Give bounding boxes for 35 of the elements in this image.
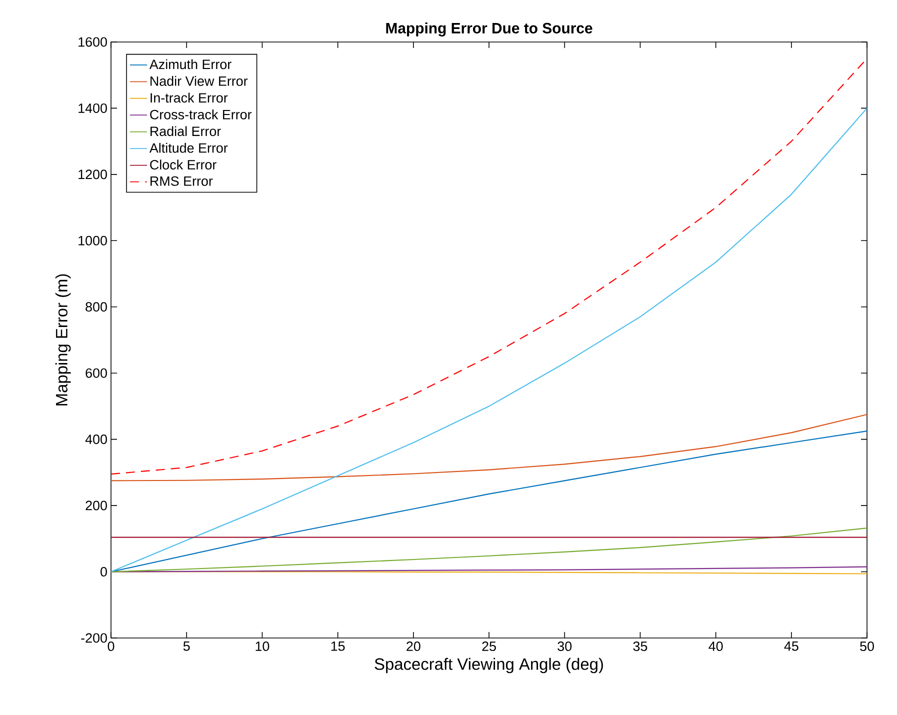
x-tick-label: 15 xyxy=(331,642,345,651)
line-series xyxy=(111,414,868,482)
x-tick-label: 0 xyxy=(108,642,114,652)
y-tick-label: -200 xyxy=(81,633,107,643)
line-series xyxy=(111,528,868,572)
legend-label: Cross-track Error xyxy=(150,109,252,120)
y-tick-label: 800 xyxy=(86,302,107,312)
x-tick-label: 5 xyxy=(183,642,190,651)
y-tick-label: 600 xyxy=(86,368,107,378)
y-axis-title: Mapping Error (m) xyxy=(55,274,71,406)
legend-label: Azimuth Error xyxy=(149,59,232,70)
x-tick-label: 45 xyxy=(784,642,798,651)
y-tick-label: 1400 xyxy=(78,103,107,113)
y-tick-label: 200 xyxy=(86,500,107,510)
legend-label: In-track Error xyxy=(150,92,228,103)
y-tick-label: 0 xyxy=(100,567,107,577)
x-tick-label: 40 xyxy=(708,642,723,652)
x-tick-label: 25 xyxy=(482,642,496,652)
y-tick-label: 1600 xyxy=(78,37,107,47)
x-tick-label: 30 xyxy=(558,642,572,652)
y-tick-label: 1200 xyxy=(78,170,107,180)
x-tick-label: 35 xyxy=(633,642,648,652)
legend-label: RMS Error xyxy=(150,176,213,186)
legend-label: Altitude Error xyxy=(149,142,228,153)
y-tick-label: 400 xyxy=(85,434,107,444)
y-tick-label: 1000 xyxy=(78,236,107,246)
x-tick-label: 20 xyxy=(406,642,420,652)
chart-title: Mapping Error Due to Source xyxy=(386,22,592,36)
legend-label: Nadir View Error xyxy=(150,76,248,86)
legend-label: Clock Error xyxy=(150,160,216,170)
x-tick-label: 50 xyxy=(860,642,874,652)
x-axis-title: Spacecraft Viewing Angle (deg) xyxy=(374,658,603,674)
line-series xyxy=(111,108,868,572)
legend-label: Radial Error xyxy=(150,126,221,136)
x-tick-label: 10 xyxy=(256,642,270,652)
